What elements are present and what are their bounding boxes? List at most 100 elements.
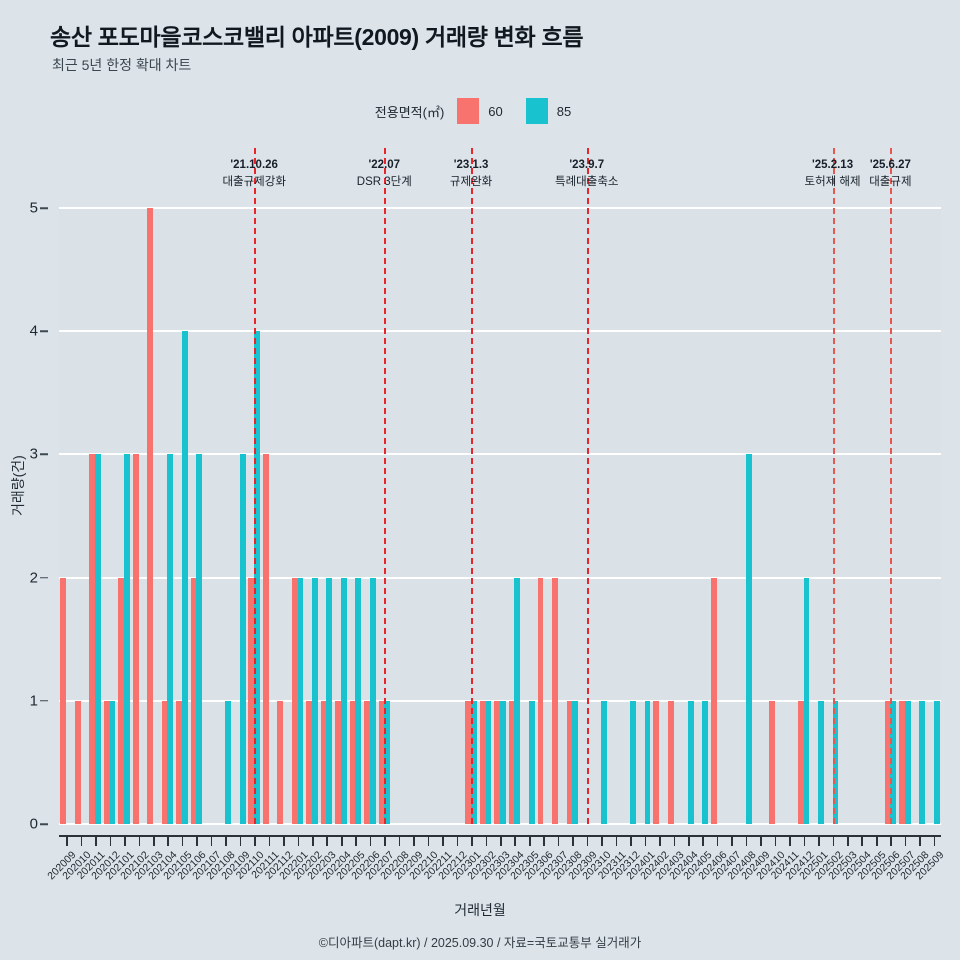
x-tick [312,835,314,846]
y-tick [40,207,48,209]
bar-60-202104 [161,700,168,824]
bar-85-202105 [181,331,188,824]
event-date: '25.2.13 [811,159,854,171]
event-annotation-202309: '23.9.7 특례대출축소 [555,157,618,191]
x-tick [745,835,748,846]
x-tick [832,835,835,846]
x-tick [340,835,343,846]
bar-85-202509 [933,700,940,824]
x-tick [875,835,878,846]
x-tick [326,835,329,846]
x-tick [659,835,661,846]
x-tick [687,835,690,846]
legend-swatch-60 [457,98,480,124]
bar-60-202207 [378,700,385,824]
bar-85-202207 [384,700,391,824]
x-tick [442,835,444,846]
bar-85-202104 [167,454,174,824]
bar-60-202110 [248,577,255,824]
x-tick [774,835,777,846]
bar-60-202204 [335,700,341,824]
x-tick [644,835,647,846]
gridline [59,823,941,825]
x-tick [398,835,401,846]
bar-85-202101 [124,454,130,824]
legend-swatch-85 [525,98,548,124]
bar-60-202009 [60,577,67,824]
y-tick [40,700,48,702]
x-tick [283,835,285,846]
bar-60-202201 [291,577,298,824]
y-tick-label: 3 [29,445,38,463]
bar-85-202310 [601,700,607,824]
x-tick [369,835,372,846]
bar-85-202106 [196,454,203,824]
chart-legend: 전용면적(㎡) 60 85 [0,98,960,124]
bar-85-202202 [312,577,318,824]
bar-60-202301 [465,700,472,824]
event-annotation-202207: '22.07 DSR 3단계 [357,157,412,191]
event-date: '21.10.26 [230,159,278,171]
x-tick [471,835,473,846]
bar-60-202406 [711,577,717,824]
bar-85-202404 [687,700,694,824]
bar-85-202405 [702,700,709,824]
bar-60-202101 [118,577,125,824]
bar-60-202302 [479,700,486,824]
bar-60-202105 [176,700,182,824]
x-tick [572,835,574,846]
bar-60-202111 [262,454,269,824]
bar-60-202010 [74,700,81,824]
event-date: '23.9.7 [569,159,605,171]
bar-85-202508 [919,700,926,824]
x-tick [731,835,733,846]
x-tick [384,835,386,846]
event-label: 특례대출축소 [555,176,619,188]
bar-85-202412 [803,577,810,824]
bar-85-202206 [369,577,376,824]
x-tick [95,835,97,846]
bar-85-202203 [326,577,333,824]
x-tick [847,835,849,846]
x-tick [716,835,719,846]
x-tick [702,835,705,846]
event-label: DSR 3단계 [356,176,412,188]
x-tick [557,835,560,846]
x-tick [181,835,184,846]
event-label: 규제완화 [449,176,493,188]
x-tick [818,835,820,846]
y-tick-label: 5 [29,199,38,217]
x-tick [919,835,921,846]
bar-85-202303 [500,700,506,824]
gridline [59,330,941,333]
y-tick-label: 0 [29,815,38,833]
x-tick [109,835,112,846]
bar-85-202301 [471,700,477,824]
x-tick [427,835,430,846]
event-line-202301 [471,148,474,824]
y-tick [40,453,48,456]
x-tick [297,835,300,846]
y-tick [40,330,48,332]
bar-60-202012 [103,700,110,824]
bar-60-202308 [566,700,573,824]
bar-60-202303 [494,700,500,824]
bar-85-202012 [109,700,116,824]
bar-85-202302 [485,700,492,824]
x-tick [500,835,502,846]
bar-85-202501 [818,700,824,824]
event-line-202502 [832,148,835,824]
x-tick [66,835,68,846]
y-tick-label: 4 [29,322,38,340]
bar-60-202307 [552,577,558,824]
x-tick [803,835,806,846]
bar-85-202502 [832,700,839,824]
y-axis: 0 1 2 3 4 5 [0,200,52,833]
bar-60-202011 [89,454,96,824]
x-axis: 202009 202010 202011 202012 202101 202102 2021… [45,835,946,882]
event-date: '25.6.27 [869,159,911,171]
bar-60-202506 [884,700,891,824]
x-tick [890,835,892,846]
legend-title: 전용면적(㎡) [374,104,445,120]
bar-85-202011 [95,454,101,824]
